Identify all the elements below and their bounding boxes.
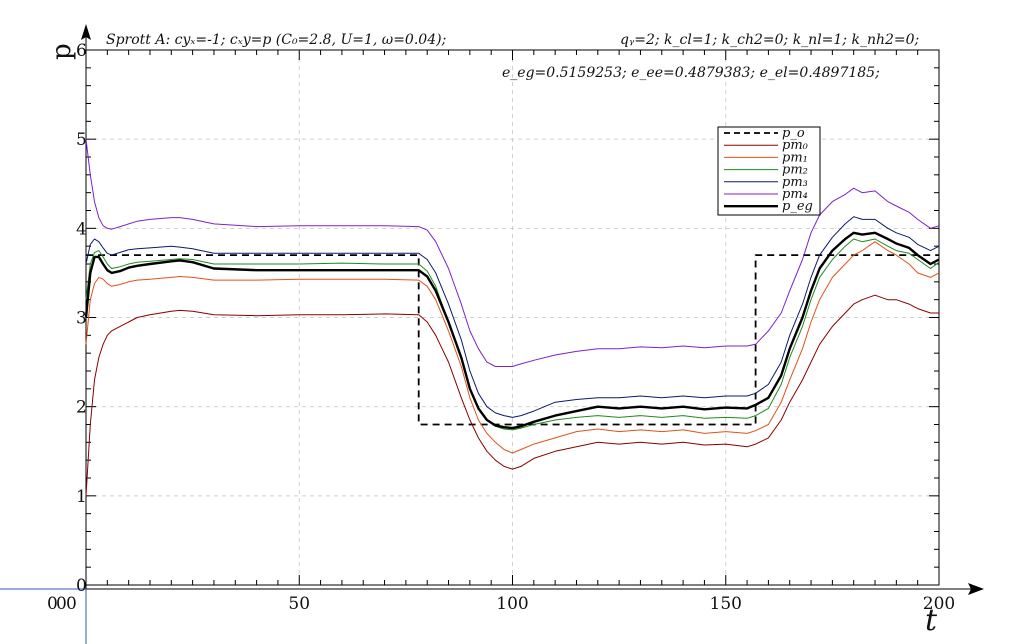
x-tick-label: 100 [496, 594, 528, 614]
legend-label: p_o [782, 126, 805, 141]
legend-box [717, 126, 821, 216]
x-axis-arrow [968, 583, 984, 595]
series-line-pm₃ [85, 216, 940, 418]
x-axis-label: t [925, 603, 938, 638]
legend-label: p_eg [782, 199, 813, 214]
y-tick-label: 2 [76, 398, 87, 418]
x-origin-label-3: 0 [66, 594, 77, 614]
series-line-pm₄ [85, 139, 940, 367]
x-origin-label-2: 0 [56, 594, 67, 614]
annotation-line2-right: e_eg=0.5159253; e_ee=0.4879383; e_el=0.4… [502, 65, 880, 81]
series-line-pm₂ [85, 238, 940, 431]
legend-label: pm₃ [782, 175, 808, 190]
legend-label: pm₄ [782, 187, 808, 202]
x-tick-label: 200 [923, 594, 955, 614]
y-tick-label: 4 [76, 219, 87, 239]
annotation-line1-right: qᵧ=2; k_cl=1; k_ch2=0; k_nl=1; k_nh2=0; [620, 32, 919, 48]
y-tick-label: 0 [76, 576, 87, 596]
legend-label: pm₀ [782, 138, 809, 153]
y-tick-label: 6 [76, 41, 87, 61]
legend-label: pm₂ [782, 163, 808, 178]
x-tick-label: 150 [710, 594, 742, 614]
y-axis-arrow [81, 24, 91, 40]
legend-label: pm₁ [782, 150, 808, 165]
series-layer [84, 139, 940, 496]
minor-ticks [85, 49, 940, 586]
x-tick-label: 50 [288, 594, 310, 614]
series-line-pm₁ [85, 241, 940, 454]
series-line-p_o [86, 254, 939, 426]
series-line-pm₀ [85, 294, 939, 496]
y-tick-label: 5 [76, 130, 87, 150]
y-axis-label: p [47, 43, 77, 60]
y-tick-label: 1 [76, 487, 87, 507]
x-origin-label-1: 0 [47, 594, 58, 614]
grid [86, 50, 939, 585]
annotation-line1-left: Sprott A: cyₓ=-1; cₓy=p (C₀=2.8, U=1, ω=… [106, 32, 446, 48]
tick-labels: 50 100 150 200 0 1 2 3 4 5 6 [76, 41, 955, 614]
y-tick-label: 3 [76, 309, 87, 329]
series-line-p_eg [84, 231, 940, 430]
